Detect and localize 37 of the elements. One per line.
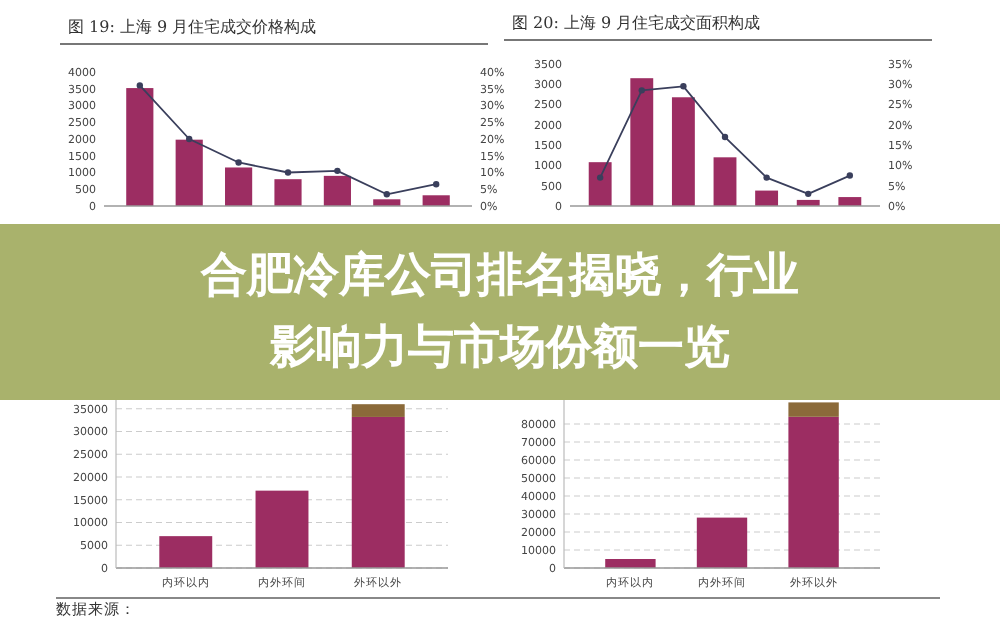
point [432, 181, 440, 188]
bar [422, 195, 450, 206]
point [680, 83, 687, 90]
point [721, 133, 729, 141]
bar [696, 517, 748, 568]
point [136, 82, 144, 89]
bar [788, 402, 839, 417]
bar [838, 197, 862, 206]
bar [255, 490, 309, 568]
chart-title: 图 20: 上海 9 月住宅成交面积构成 [512, 14, 761, 32]
bar [671, 97, 695, 206]
bar [225, 167, 253, 206]
bar [713, 157, 737, 206]
bar [175, 139, 203, 206]
point [186, 135, 193, 143]
bar [274, 179, 302, 206]
bar [605, 559, 656, 568]
bar [630, 78, 654, 206]
point [383, 191, 390, 198]
bar [755, 190, 779, 206]
point [235, 159, 242, 166]
point [334, 167, 341, 175]
text: 合肥冷库公司排名揭晓，行业影响力与市场份额一览 [199, 248, 799, 374]
point [596, 174, 604, 181]
bar [323, 175, 351, 206]
point [284, 169, 292, 176]
bar [351, 416, 405, 568]
bar [126, 88, 154, 206]
point [846, 172, 854, 179]
point [763, 174, 770, 181]
bar [588, 162, 612, 206]
bar [351, 404, 405, 417]
point [638, 87, 645, 94]
chart-title: 图 19: 上海 9 月住宅成交价格构成 [68, 18, 317, 36]
point [805, 190, 812, 198]
bar [159, 536, 213, 568]
bar [788, 416, 839, 568]
